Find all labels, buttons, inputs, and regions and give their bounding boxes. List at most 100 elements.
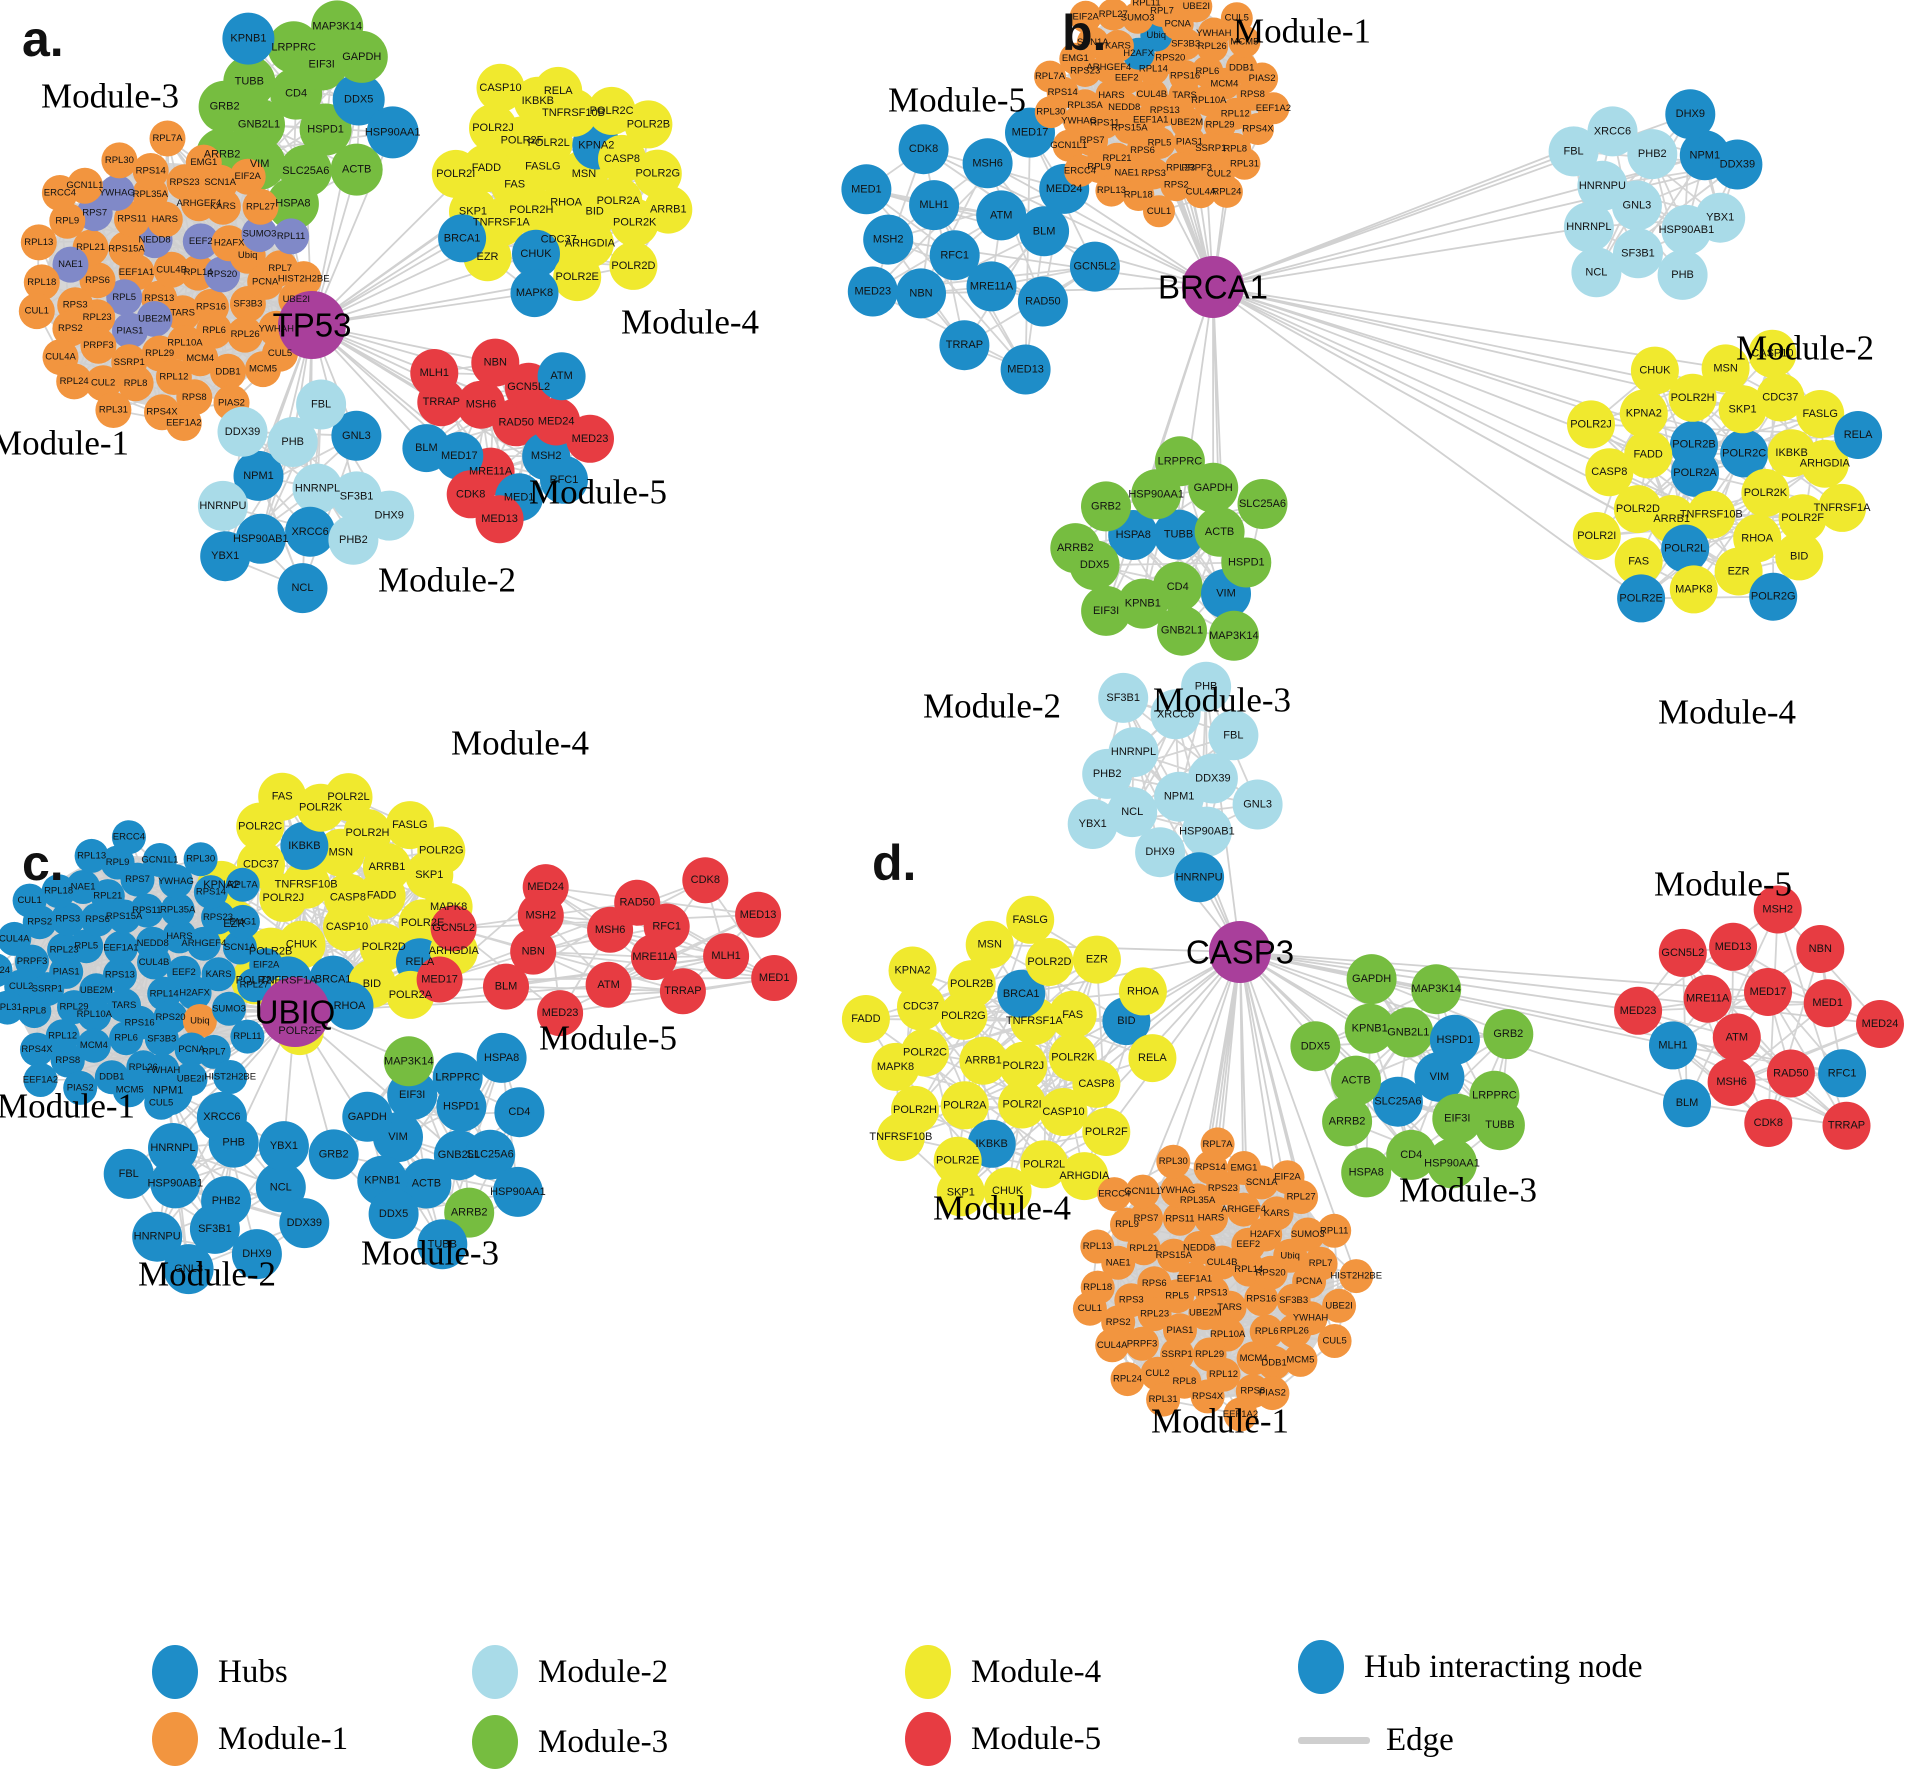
- gene-node-faslg[interactable]: [1006, 895, 1055, 944]
- gene-node-cdk8[interactable]: [898, 124, 949, 175]
- gene-node-rpl24[interactable]: [1210, 175, 1243, 208]
- gene-node-rpl11[interactable]: [273, 218, 310, 255]
- gene-node-sf3b1[interactable]: [189, 1203, 240, 1254]
- gene-node-ezr[interactable]: [1072, 935, 1121, 984]
- gene-node-cul4b[interactable]: [1135, 78, 1168, 111]
- gene-node-rps3[interactable]: [50, 902, 85, 937]
- gene-node-dhx9[interactable]: [1135, 827, 1186, 878]
- gene-node-trrap[interactable]: [939, 320, 990, 371]
- gene-node-ddb1[interactable]: [1257, 1345, 1292, 1380]
- gene-node-polr2b[interactable]: [1670, 420, 1718, 469]
- gene-node-sf3b3[interactable]: [144, 1021, 179, 1056]
- gene-node-sumo3[interactable]: [241, 216, 278, 253]
- gene-node-polr2i[interactable]: [1572, 512, 1621, 560]
- gene-node-pias2[interactable]: [1246, 62, 1279, 95]
- gene-node-polr2h[interactable]: [343, 809, 392, 857]
- gene-node-polr2i[interactable]: [431, 149, 480, 198]
- gene-node-dhx9[interactable]: [364, 490, 415, 541]
- gene-node-ezr[interactable]: [1714, 547, 1763, 596]
- gene-node-rpl6[interactable]: [1249, 1314, 1284, 1349]
- gene-node-phb[interactable]: [1657, 249, 1708, 300]
- gene-node-ywhag[interactable]: [98, 174, 135, 211]
- gene-node-sumo3[interactable]: [1290, 1217, 1325, 1252]
- gene-node-lrpprc[interactable]: [432, 1052, 483, 1103]
- gene-node-rpl27[interactable]: [1097, 0, 1130, 31]
- gene-node-rps8[interactable]: [50, 1043, 85, 1078]
- gene-node-med17[interactable]: [416, 956, 463, 1003]
- gene-node-ubiq[interactable]: [182, 1004, 217, 1038]
- gene-node-kpna2[interactable]: [1619, 389, 1668, 438]
- gene-node-rpl29[interactable]: [57, 990, 91, 1025]
- hub-node-casp3[interactable]: [1209, 921, 1271, 983]
- gene-node-ncl[interactable]: [1571, 247, 1622, 298]
- gene-node-actb[interactable]: [401, 1158, 452, 1209]
- gene-node-hsp90ab1[interactable]: [150, 1158, 201, 1209]
- gene-node-polr2f[interactable]: [1778, 494, 1827, 543]
- gene-node-phb2[interactable]: [1082, 748, 1133, 799]
- gene-node-faslg[interactable]: [1796, 390, 1845, 438]
- gene-node-gnl3[interactable]: [1232, 779, 1283, 830]
- gene-node-bid[interactable]: [1775, 532, 1824, 581]
- gene-node-mlh1[interactable]: [1649, 1021, 1697, 1070]
- gene-node-med13[interactable]: [1709, 922, 1758, 971]
- gene-node-nae1[interactable]: [52, 246, 89, 283]
- gene-node-polr2c[interactable]: [587, 86, 636, 135]
- gene-node-rhoa[interactable]: [325, 981, 374, 1030]
- gene-node-tnfrsf10b[interactable]: [876, 1113, 925, 1162]
- gene-node-fadd[interactable]: [841, 995, 890, 1043]
- gene-node-med23[interactable]: [847, 266, 898, 317]
- gene-node-rpl9[interactable]: [49, 202, 86, 239]
- gene-node-brca1[interactable]: [438, 214, 487, 263]
- gene-node-blm[interactable]: [483, 963, 529, 1010]
- gene-node-xrcc6[interactable]: [1587, 106, 1638, 157]
- gene-node-rpl31[interactable]: [0, 990, 25, 1025]
- gene-node-rps4x[interactable]: [1190, 1379, 1225, 1414]
- gene-node-arrb2[interactable]: [1322, 1096, 1373, 1147]
- gene-node-prpf3[interactable]: [1125, 1326, 1159, 1361]
- gene-node-gcn5l2[interactable]: [1069, 241, 1120, 292]
- gene-node-ywhag[interactable]: [1160, 1173, 1195, 1208]
- gene-node-cdc37[interactable]: [897, 982, 945, 1031]
- gene-node-rpl18[interactable]: [41, 874, 76, 909]
- gene-node-fas[interactable]: [1614, 537, 1663, 586]
- gene-node-trrap[interactable]: [1822, 1101, 1871, 1150]
- gene-node-kars[interactable]: [1101, 30, 1134, 62]
- gene-node-rad50[interactable]: [1017, 276, 1068, 327]
- gene-node-dhx9[interactable]: [231, 1229, 282, 1280]
- gene-node-hars[interactable]: [1095, 79, 1128, 112]
- gene-node-rpl26[interactable]: [227, 316, 264, 353]
- gene-node-polr2g[interactable]: [1749, 572, 1798, 621]
- gene-node-rpl13[interactable]: [1095, 174, 1128, 207]
- gene-node-arhgdia[interactable]: [1060, 1152, 1109, 1201]
- gene-node-grb2[interactable]: [1081, 481, 1131, 532]
- gene-node-med23[interactable]: [537, 990, 584, 1037]
- gene-node-casp10[interactable]: [323, 903, 371, 952]
- gene-node-hspd1[interactable]: [1429, 1014, 1480, 1065]
- gene-node-tnfrsf10b[interactable]: [1687, 490, 1736, 539]
- gene-node-kpna2[interactable]: [888, 946, 937, 995]
- gene-node-ddx39[interactable]: [279, 1198, 330, 1249]
- gene-node-rps14[interactable]: [193, 875, 228, 910]
- gene-node-hsp90aa1[interactable]: [1427, 1138, 1477, 1189]
- gene-node-rhoa[interactable]: [1118, 967, 1167, 1016]
- gene-node-rpl18[interactable]: [23, 264, 60, 301]
- gene-node-ercc4[interactable]: [111, 820, 146, 855]
- gene-node-cul2[interactable]: [1140, 1356, 1175, 1391]
- gene-node-arhgdia[interactable]: [1800, 439, 1849, 488]
- gene-node-fas[interactable]: [1048, 990, 1097, 1039]
- gene-node-pias2[interactable]: [63, 1070, 98, 1105]
- gene-node-slc25a6[interactable]: [465, 1129, 516, 1180]
- gene-node-cul4a[interactable]: [0, 921, 32, 956]
- gene-node-hist2h2be[interactable]: [1339, 1259, 1374, 1294]
- gene-node-med1[interactable]: [1803, 979, 1852, 1028]
- gene-node-cul5[interactable]: [1220, 2, 1253, 35]
- gene-node-h2afx[interactable]: [177, 976, 212, 1011]
- gene-node-ybx1[interactable]: [1067, 799, 1118, 849]
- gene-node-gcn5l2[interactable]: [1658, 928, 1707, 977]
- gene-node-pias1[interactable]: [112, 312, 148, 349]
- gene-node-kars[interactable]: [201, 957, 236, 992]
- gene-node-ddx5[interactable]: [368, 1189, 419, 1239]
- gene-node-gcn5l2[interactable]: [430, 905, 477, 952]
- gene-node-trrap[interactable]: [659, 968, 706, 1015]
- gene-node-ybx1[interactable]: [258, 1121, 309, 1172]
